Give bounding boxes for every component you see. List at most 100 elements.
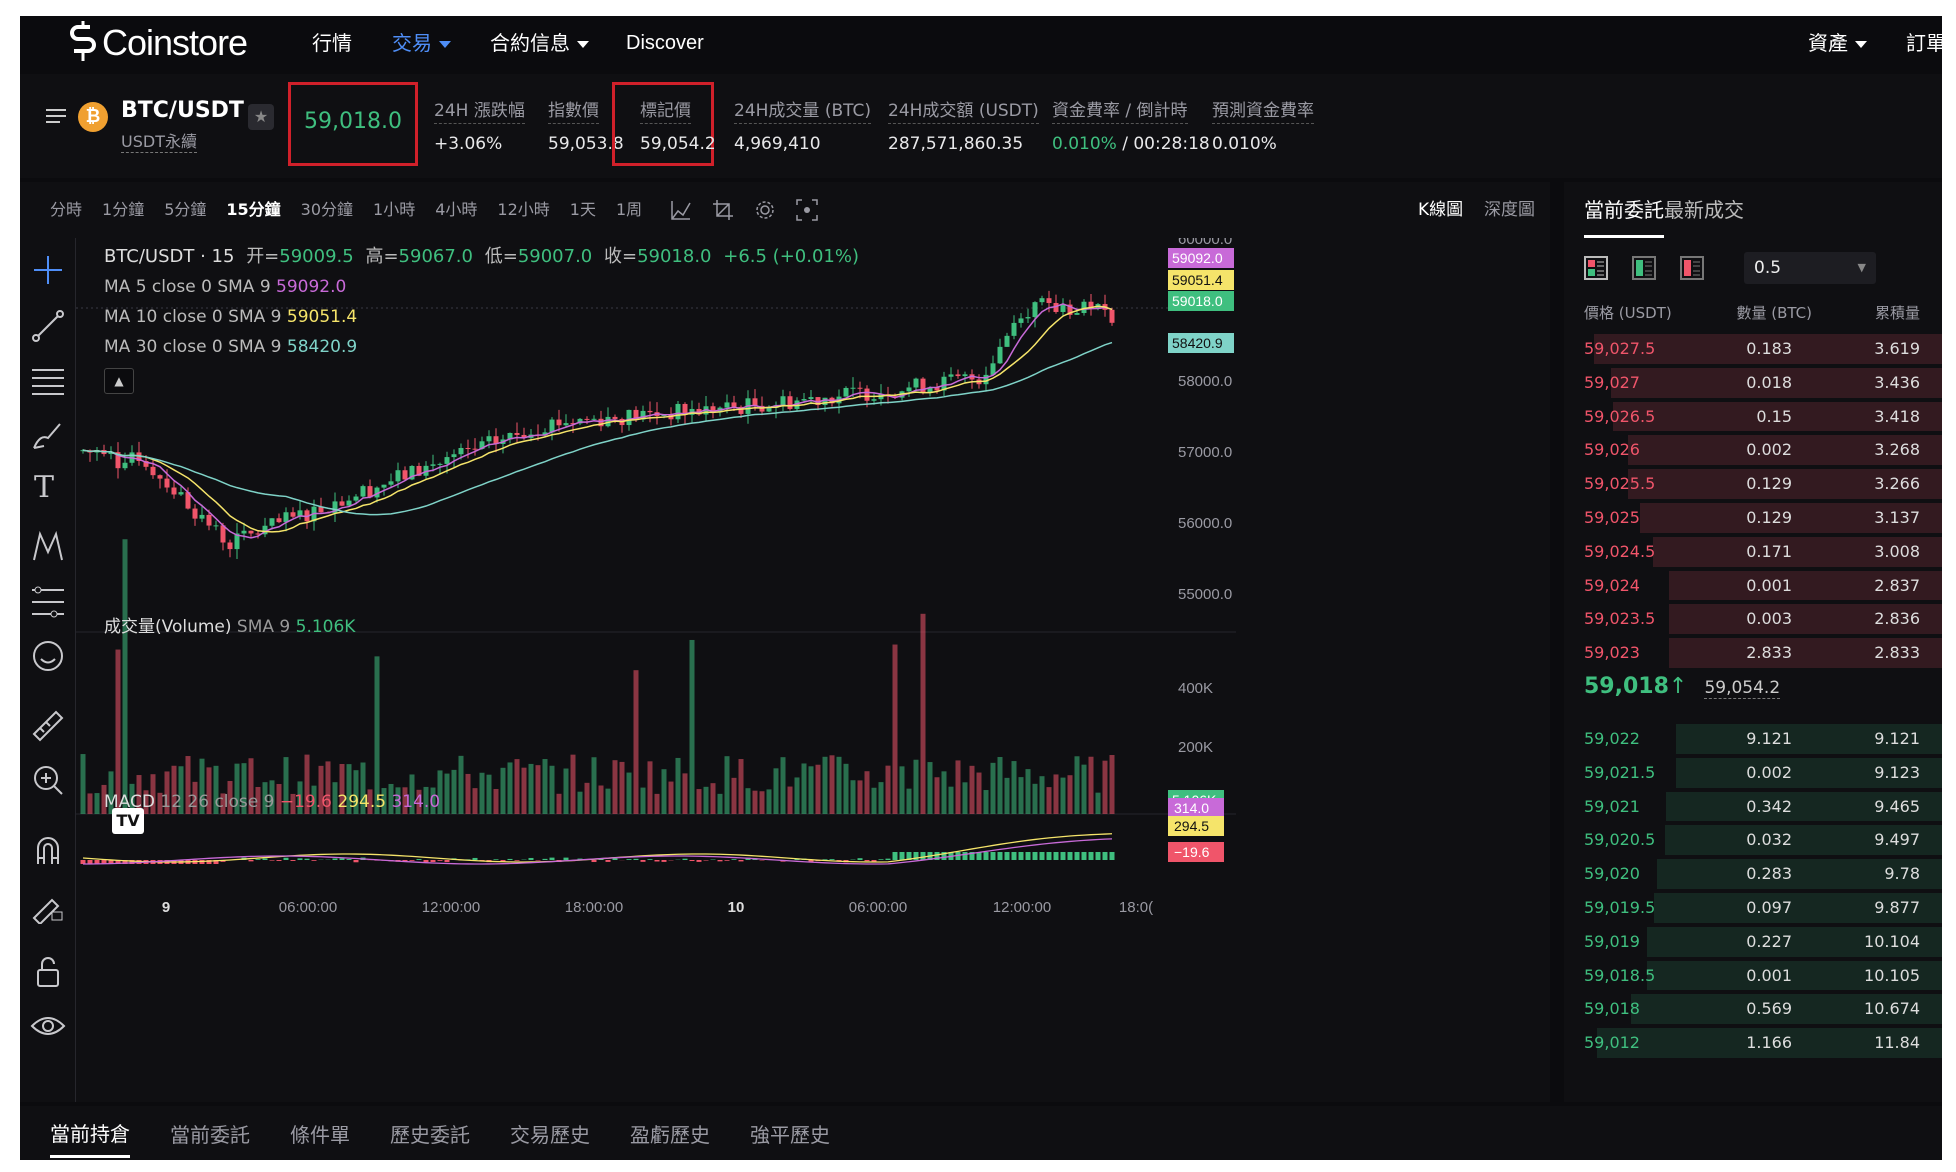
- candle-body: [353, 496, 359, 501]
- crop-icon[interactable]: [712, 199, 734, 221]
- tab-conditional[interactable]: 條件單: [290, 1122, 350, 1147]
- tab-current-orders[interactable]: 當前委託: [1584, 182, 1664, 238]
- order-book-row[interactable]: 59,018.5 0.001 10.105: [1564, 959, 1942, 993]
- fibonacci-icon[interactable]: [30, 584, 66, 620]
- horizontal-lines-icon[interactable]: [30, 362, 66, 398]
- macd-bar: [262, 858, 268, 860]
- candle-body: [1004, 335, 1010, 347]
- lock-drawing-icon[interactable]: [30, 888, 66, 924]
- macd-bar: [500, 860, 506, 862]
- volume-bar: [668, 781, 674, 814]
- nav-orders[interactable]: 訂單: [1906, 31, 1942, 55]
- timeframe-6[interactable]: 4小時: [435, 200, 478, 219]
- timeframe-2[interactable]: 5分鐘: [164, 200, 207, 219]
- symbol-pair[interactable]: BTC/USDT: [121, 98, 244, 123]
- order-book-row[interactable]: 59,023.5 0.003 2.836: [1564, 602, 1942, 636]
- legend-o-label: 开=: [246, 246, 280, 267]
- order-book-row[interactable]: 59,018 0.569 10.674: [1564, 992, 1942, 1026]
- timeframe-0[interactable]: 分時: [50, 200, 83, 219]
- order-book-row[interactable]: 59,024.5 0.171 3.008: [1564, 535, 1942, 569]
- timeframe-3[interactable]: 15分鐘: [226, 200, 281, 219]
- order-book-row[interactable]: 59,020.5 0.032 9.497: [1564, 823, 1942, 857]
- order-book-row[interactable]: 59,027 0.018 3.436: [1564, 366, 1942, 400]
- order-book-row[interactable]: 59,012 1.166 11.84: [1564, 1026, 1942, 1060]
- tab-latest-trades[interactable]: 最新成交: [1664, 198, 1744, 222]
- order-book-row[interactable]: 59,025.5 0.129 3.266: [1564, 467, 1942, 501]
- ruler-icon[interactable]: [30, 708, 66, 744]
- emoji-icon[interactable]: [30, 638, 66, 674]
- macd-bar: [703, 860, 709, 861]
- candlestick-chart[interactable]: 60000.0 58000.0 57000.0 56000.0 55000.0 400K 2…: [76, 238, 1550, 1102]
- text-tool-icon[interactable]: T: [34, 470, 55, 505]
- brush-icon[interactable]: [30, 418, 66, 454]
- trend-line-icon[interactable]: [30, 308, 66, 344]
- indicator-icon[interactable]: [670, 199, 692, 221]
- candle-body: [192, 508, 198, 519]
- volume-bar: [801, 763, 807, 814]
- order-book-row[interactable]: 59,026.5 0.15 3.418: [1564, 400, 1942, 434]
- collapse-legend-button[interactable]: ▲: [104, 368, 134, 394]
- order-book-row[interactable]: 59,026 0.002 3.268: [1564, 433, 1942, 467]
- tradingview-logo-icon[interactable]: TV: [112, 808, 144, 834]
- order-book-row[interactable]: 59,021.5 0.002 9.123: [1564, 756, 1942, 790]
- candle-body: [1060, 304, 1066, 312]
- nav-assets[interactable]: 資產: [1808, 16, 1867, 70]
- depth-bar: [1628, 435, 1942, 466]
- unlock-icon[interactable]: [30, 954, 66, 990]
- order-book-row[interactable]: 59,020 0.283 9.78: [1564, 857, 1942, 891]
- nav-market[interactable]: 行情: [312, 31, 352, 55]
- order-book-row[interactable]: 59,023 2.833 2.833: [1564, 636, 1942, 670]
- view-asks-icon[interactable]: [1680, 256, 1704, 280]
- order-book-row[interactable]: 59,019 0.227 10.104: [1564, 925, 1942, 959]
- volume-bar: [829, 755, 835, 814]
- volume-bar: [423, 786, 429, 814]
- magnet-icon[interactable]: [30, 832, 66, 868]
- order-book-row[interactable]: 59,022 9.121 9.121: [1564, 722, 1942, 756]
- eye-icon[interactable]: [30, 1008, 66, 1044]
- volume-bar: [164, 771, 170, 814]
- chart-mode-depth[interactable]: 深度圖: [1484, 200, 1535, 220]
- settings-gear-icon[interactable]: [754, 199, 776, 221]
- zoom-in-icon[interactable]: [30, 762, 66, 798]
- volume-bar: [1046, 787, 1052, 814]
- timeframe-8[interactable]: 1天: [569, 200, 596, 219]
- macd-bar: [528, 857, 534, 860]
- volume-bar: [1060, 777, 1066, 814]
- order-book-row[interactable]: 59,027.5 0.183 3.619: [1564, 332, 1942, 366]
- chart-mode-kline[interactable]: K線圖: [1418, 200, 1464, 220]
- tab-positions[interactable]: 當前持倉: [50, 1118, 130, 1158]
- brand-logo[interactable]: Coinstore: [70, 20, 248, 66]
- tab-pnl-history[interactable]: 盈虧歷史: [630, 1122, 710, 1147]
- order-book-row[interactable]: 59,019.5 0.097 9.877: [1564, 891, 1942, 925]
- timeframe-5[interactable]: 1小時: [373, 200, 416, 219]
- crosshair-icon[interactable]: [30, 252, 66, 288]
- tab-trade-history[interactable]: 交易歷史: [510, 1122, 590, 1147]
- candle-body: [1081, 301, 1087, 314]
- view-bids-icon[interactable]: [1632, 256, 1656, 280]
- timeframe-7[interactable]: 12小時: [497, 200, 550, 219]
- timeframe-4[interactable]: 30分鐘: [300, 200, 354, 219]
- candle-body: [906, 387, 912, 392]
- volume-bar: [843, 763, 849, 814]
- view-both-icon[interactable]: [1584, 256, 1608, 280]
- tab-open-orders[interactable]: 當前委託: [170, 1122, 250, 1147]
- row-price: 59,019: [1584, 931, 1640, 951]
- header-cum: 累積量: [1874, 304, 1920, 322]
- precision-select[interactable]: 0.5 ▼: [1744, 252, 1876, 284]
- favorite-star-icon[interactable]: ★: [248, 104, 274, 130]
- nav-discover[interactable]: Discover: [626, 32, 704, 54]
- timeframe-9[interactable]: 1周: [615, 200, 643, 219]
- screenshot-icon[interactable]: [796, 199, 818, 221]
- order-book-row[interactable]: 59,025 0.129 3.137: [1564, 501, 1942, 535]
- timeframe-1[interactable]: 1分鐘: [102, 200, 145, 219]
- order-book-row[interactable]: 59,021 0.342 9.465: [1564, 790, 1942, 824]
- menu-icon[interactable]: [46, 108, 66, 124]
- tab-liquidation-history[interactable]: 強平歷史: [750, 1122, 830, 1147]
- volume-bar: [780, 757, 786, 814]
- nav-contract-info[interactable]: 合約信息: [490, 16, 589, 70]
- macd-bar: [1053, 852, 1059, 860]
- nav-trade[interactable]: 交易: [392, 16, 451, 70]
- pattern-icon[interactable]: [30, 528, 66, 564]
- order-book-row[interactable]: 59,024 0.001 2.837: [1564, 569, 1942, 603]
- tab-order-history[interactable]: 歷史委託: [390, 1122, 470, 1147]
